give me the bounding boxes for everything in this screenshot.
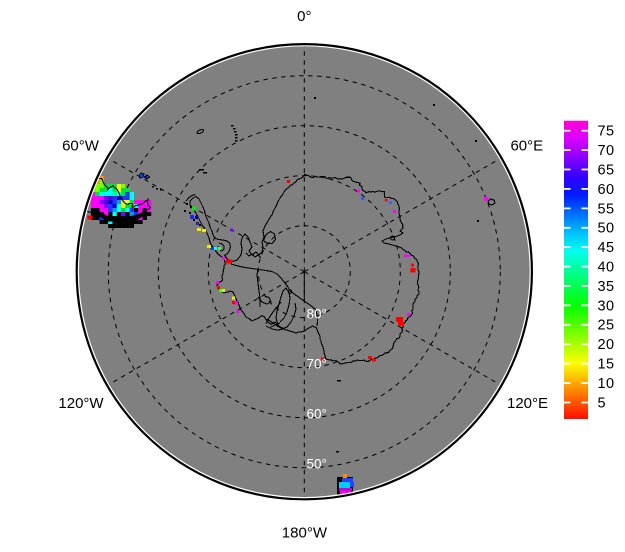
- svg-text:70°: 70°: [307, 356, 327, 371]
- svg-text:120°E: 120°E: [507, 395, 548, 412]
- svg-text:60°: 60°: [307, 406, 327, 421]
- svg-text:0°: 0°: [297, 8, 311, 25]
- svg-text:75: 75: [598, 124, 615, 140]
- svg-text:15: 15: [598, 357, 615, 373]
- svg-text:65: 65: [598, 162, 615, 178]
- svg-text:20: 20: [598, 337, 615, 353]
- svg-text:80°: 80°: [307, 306, 327, 321]
- svg-text:60: 60: [598, 182, 615, 198]
- svg-text:70: 70: [598, 143, 615, 159]
- svg-text:40: 40: [598, 260, 615, 276]
- svg-text:180°W: 180°W: [282, 524, 328, 541]
- svg-text:5: 5: [598, 395, 606, 411]
- svg-text:10: 10: [598, 376, 615, 392]
- svg-text:60°W: 60°W: [62, 138, 100, 155]
- svg-text:45: 45: [598, 240, 615, 256]
- svg-text:50: 50: [598, 221, 615, 237]
- svg-text:50°: 50°: [307, 456, 327, 471]
- svg-text:120°W: 120°W: [58, 395, 104, 412]
- svg-text:35: 35: [598, 279, 615, 295]
- svg-text:25: 25: [598, 318, 615, 334]
- svg-text:55: 55: [598, 201, 615, 217]
- svg-text:60°E: 60°E: [510, 138, 543, 155]
- svg-text:30: 30: [598, 298, 615, 314]
